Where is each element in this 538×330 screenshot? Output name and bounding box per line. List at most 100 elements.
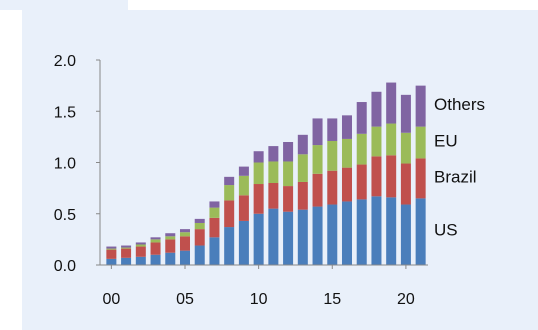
bar-eu-00 <box>106 248 117 250</box>
bar-eu-07 <box>209 207 220 218</box>
bar-eu-02 <box>135 244 146 247</box>
bar-us-04 <box>165 252 176 265</box>
bar-eu-08 <box>224 185 235 201</box>
bar-eu-03 <box>150 239 161 243</box>
bar-eu-19 <box>386 123 397 156</box>
bar-brazil-20 <box>400 163 411 205</box>
bar-eu-01 <box>121 247 132 249</box>
bar-us-12 <box>283 211 294 265</box>
bar-us-18 <box>371 196 382 265</box>
y-tick-label: 0.5 <box>54 207 76 224</box>
bar-eu-10 <box>253 162 264 185</box>
bar-us-21 <box>415 198 426 266</box>
bar-us-09 <box>238 220 249 265</box>
bar-brazil-10 <box>253 184 264 214</box>
legend-label-us: US <box>434 221 458 240</box>
bar-us-19 <box>386 197 397 265</box>
bar-us-13 <box>297 209 308 265</box>
legend-label-eu: EU <box>434 132 458 151</box>
bar-eu-15 <box>327 140 338 171</box>
corner-strip <box>0 0 128 10</box>
bar-us-02 <box>135 256 146 265</box>
bar-brazil-11 <box>268 183 279 209</box>
bar-us-05 <box>179 250 190 265</box>
bar-brazil-04 <box>165 239 176 253</box>
bar-eu-13 <box>297 154 308 182</box>
bar-others-11 <box>268 146 279 162</box>
bar-brazil-07 <box>209 217 220 238</box>
bar-others-07 <box>209 201 220 208</box>
bar-brazil-08 <box>224 200 235 228</box>
bar-us-00 <box>106 258 117 265</box>
bar-brazil-13 <box>297 181 308 210</box>
bar-others-05 <box>179 229 190 233</box>
bar-us-15 <box>327 204 338 265</box>
bar-brazil-06 <box>194 229 205 246</box>
y-tick-label: 0.0 <box>54 258 76 275</box>
bar-brazil-09 <box>238 195 249 221</box>
legend-label-others: Others <box>434 95 485 114</box>
bar-others-16 <box>341 115 352 139</box>
x-tick-label: 05 <box>176 291 194 308</box>
bar-eu-05 <box>179 232 190 237</box>
bar-us-07 <box>209 237 220 265</box>
bar-eu-20 <box>400 132 411 164</box>
bar-others-01 <box>121 245 132 248</box>
bar-eu-09 <box>238 175 249 196</box>
y-tick-label: 1.0 <box>54 156 76 173</box>
bar-brazil-18 <box>371 156 382 197</box>
bar-brazil-12 <box>283 186 294 212</box>
bar-us-20 <box>400 204 411 265</box>
bar-us-17 <box>356 199 367 265</box>
bar-others-00 <box>106 246 117 249</box>
plot-background <box>22 10 538 330</box>
bar-eu-18 <box>371 126 382 157</box>
bar-brazil-14 <box>312 173 323 207</box>
x-tick-label: 15 <box>323 291 341 308</box>
bar-us-03 <box>150 254 161 265</box>
bar-brazil-15 <box>327 170 338 205</box>
bar-brazil-19 <box>386 155 397 198</box>
bar-eu-04 <box>165 236 176 240</box>
legend-label-brazil: Brazil <box>434 167 477 186</box>
bar-us-11 <box>268 208 279 266</box>
bar-us-08 <box>224 227 235 265</box>
bar-brazil-02 <box>135 246 146 257</box>
bar-brazil-00 <box>106 249 117 259</box>
x-tick-label: 00 <box>102 291 120 308</box>
bar-us-06 <box>194 245 205 265</box>
bar-us-14 <box>312 206 323 265</box>
bar-us-01 <box>121 257 132 265</box>
x-tick-label: 10 <box>250 291 268 308</box>
bar-others-17 <box>356 102 367 134</box>
bar-brazil-03 <box>150 242 161 255</box>
bar-others-20 <box>400 94 411 133</box>
bar-others-08 <box>224 176 235 186</box>
bar-eu-14 <box>312 145 323 174</box>
bar-brazil-16 <box>341 167 352 202</box>
bar-brazil-01 <box>121 248 132 258</box>
bar-eu-21 <box>415 126 426 159</box>
bar-eu-11 <box>268 161 279 183</box>
bar-others-12 <box>283 142 294 162</box>
bar-others-09 <box>238 166 249 176</box>
bar-eu-17 <box>356 133 367 165</box>
x-tick-label: 20 <box>397 291 415 308</box>
bar-others-02 <box>135 242 146 245</box>
labels-group: 0.0 0.5 1.0 1.5 2.0 00 05 10 15 20 Others EU Brazil U… <box>54 53 485 308</box>
bar-others-14 <box>312 118 323 146</box>
bars-group <box>106 82 426 266</box>
bar-us-10 <box>253 213 264 265</box>
bar-others-06 <box>194 218 205 223</box>
bar-brazil-17 <box>356 164 367 200</box>
bar-others-04 <box>165 233 176 237</box>
y-tick-label: 1.5 <box>54 104 76 121</box>
bar-others-19 <box>386 82 397 124</box>
bar-others-21 <box>415 85 426 127</box>
axes-group <box>96 59 428 269</box>
bar-others-10 <box>253 151 264 163</box>
bar-brazil-21 <box>415 158 426 199</box>
bar-eu-16 <box>341 138 352 168</box>
